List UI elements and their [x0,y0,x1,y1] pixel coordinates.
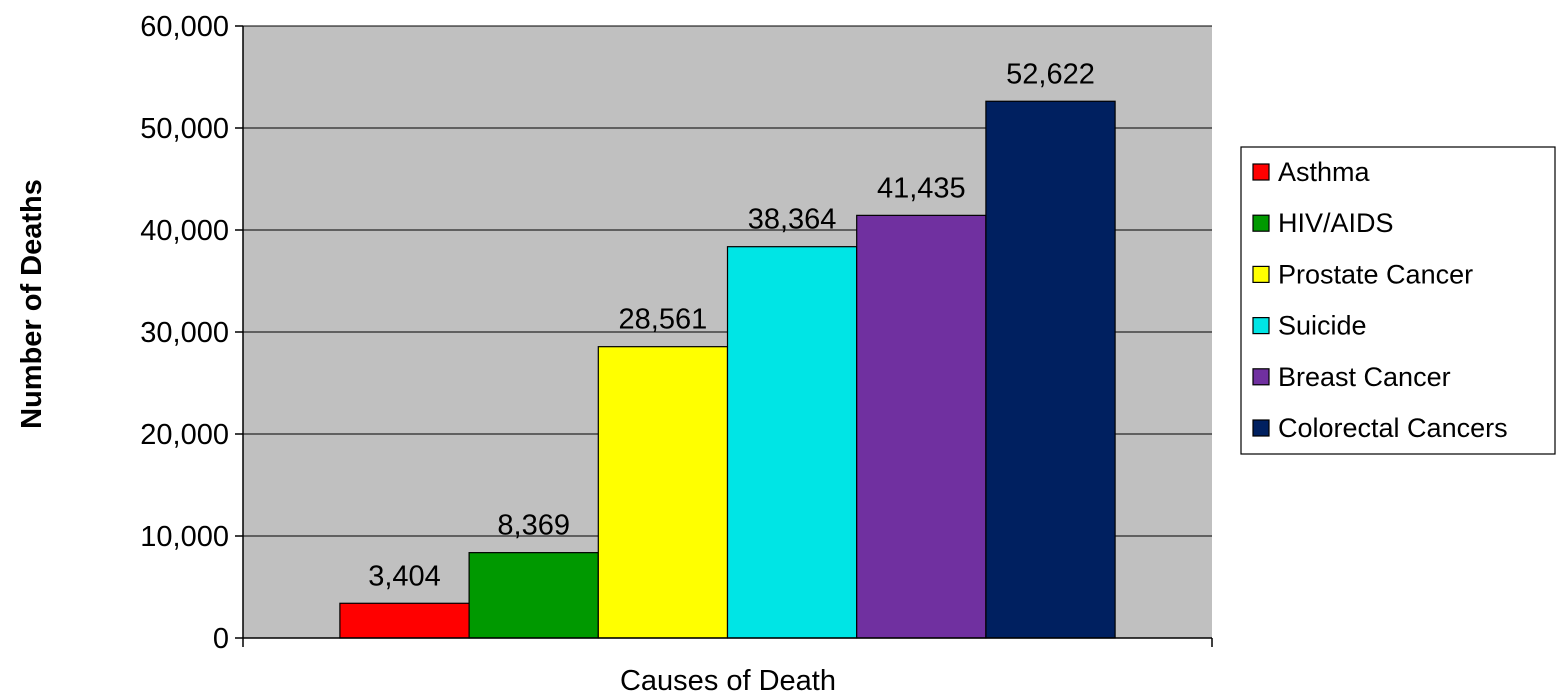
y-tick-label: 0 [213,623,229,655]
y-tick-label: 20,000 [140,419,229,451]
bar-hiv-aids [468,552,599,639]
legend-swatch [1252,214,1270,232]
y-tick-labels: 0 10,000 20,000 30,000 40,000 50,000 60,000 [140,11,229,655]
y-tick-label: 30,000 [140,317,229,349]
data-label: 41,435 [877,172,966,204]
bar-colorectal-cancers [985,100,1116,639]
legend-label: HIV/AIDS [1278,208,1394,238]
data-label: 28,561 [619,304,708,336]
y-tick-label: 60,000 [140,11,229,43]
x-axis-title: Causes of Death [620,665,836,697]
legend-swatch [1252,419,1270,437]
legend-swatch [1252,265,1270,283]
y-axis-title: Number of Deaths [16,179,48,429]
legend-label: Suicide [1278,311,1367,341]
data-label: 52,622 [1006,58,1095,90]
bar-suicide [726,246,858,639]
legend-label: Asthma [1278,157,1371,187]
legend-swatch [1252,317,1270,335]
legend-label: Colorectal Cancers [1278,413,1508,443]
bar-breast-cancer [856,214,987,639]
legend: Asthma HIV/AIDS Prostate Cancer Suicide Brea… [1240,146,1556,455]
legend-swatch [1252,163,1270,181]
bar-asthma [339,602,470,639]
y-tick-label: 50,000 [140,113,229,145]
legend-box [1240,146,1556,455]
data-label: 38,364 [748,204,837,236]
data-label: 3,404 [368,560,441,592]
axes [242,26,1213,647]
y-tick-label: 40,000 [140,215,229,247]
data-labels: 3,404 8,369 28,561 38,364 41,435 52,622 [368,58,1095,592]
legend-swatch [1252,368,1270,386]
bar-prostate-cancer [597,346,729,639]
data-label: 8,369 [497,510,570,542]
bars [339,100,1116,639]
legend-label: Prostate Cancer [1278,259,1473,289]
legend-label: Breast Cancer [1278,362,1451,392]
y-tick-label: 10,000 [140,521,229,553]
